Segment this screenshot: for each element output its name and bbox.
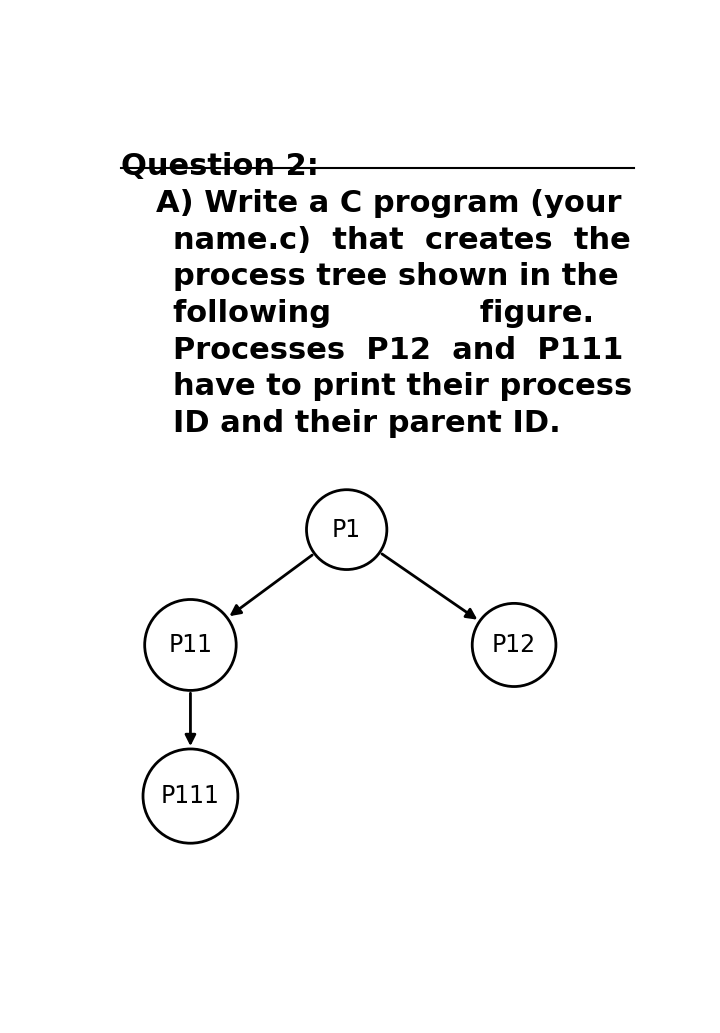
Text: ID and their parent ID.: ID and their parent ID. (173, 409, 560, 438)
Text: Question 2:: Question 2: (121, 152, 318, 181)
Text: have to print their process: have to print their process (173, 372, 632, 401)
Text: P1: P1 (332, 518, 361, 541)
Text: process tree shown in the: process tree shown in the (173, 262, 618, 291)
Text: Processes  P12  and  P111: Processes P12 and P111 (173, 336, 623, 365)
Text: P111: P111 (161, 784, 220, 808)
Ellipse shape (145, 599, 236, 690)
Text: name.c)  that  creates  the: name.c) that creates the (173, 226, 630, 255)
Ellipse shape (143, 749, 238, 843)
Text: P11: P11 (168, 633, 212, 657)
Text: A) Write a C program (your: A) Write a C program (your (156, 189, 621, 218)
Ellipse shape (307, 490, 387, 569)
Ellipse shape (472, 603, 556, 687)
Text: following              figure.: following figure. (173, 299, 594, 327)
Text: P12: P12 (492, 633, 536, 657)
